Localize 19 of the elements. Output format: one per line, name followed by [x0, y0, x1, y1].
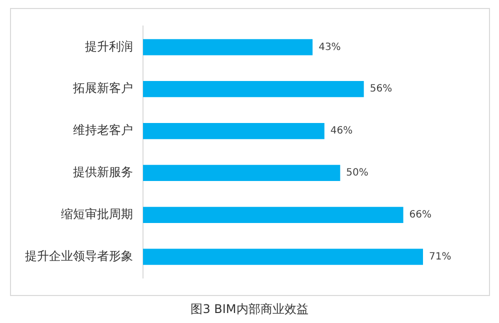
data-label: 66%: [409, 209, 432, 220]
data-label: 43%: [318, 42, 341, 53]
y-tick-label: 缩短审批周期: [61, 207, 133, 222]
y-tick-label: 拓展新客户: [72, 81, 133, 96]
bar: [143, 164, 340, 182]
data-label: 46%: [330, 126, 353, 137]
bar: [143, 248, 423, 265]
data-label: 56%: [370, 84, 392, 95]
bar: [143, 81, 364, 98]
bar: [143, 206, 404, 223]
y-tick-label: 提供新服务: [73, 165, 133, 180]
text: 图3 BIM内部商业效益: [190, 301, 310, 318]
data-label: 50%: [346, 168, 368, 179]
y-tick-label: 提升企业领导者形象: [25, 248, 133, 263]
y-tick-label: 维持老客户: [73, 123, 133, 138]
data-label: 71%: [429, 251, 452, 262]
bar: [143, 122, 324, 140]
bar: [143, 39, 313, 56]
y-tick-label: 提升利润: [85, 39, 133, 54]
